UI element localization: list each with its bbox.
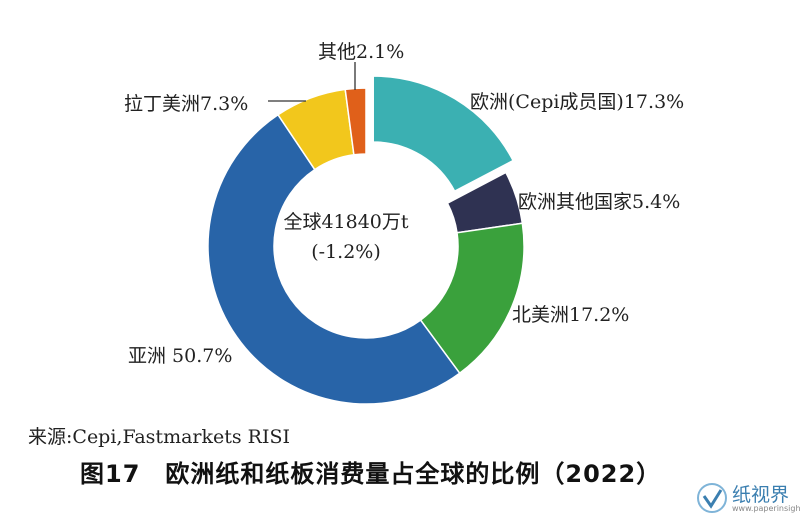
label-other: 其他2.1%: [318, 41, 404, 63]
center-label-change: (-1.2%): [311, 241, 381, 263]
center-label-total: 全球41840万t: [283, 211, 408, 233]
label-europe-other: 欧洲其他国家5.4%: [518, 191, 680, 213]
slice-other: [344, 87, 367, 156]
label-latin-america: 拉丁美洲7.3%: [124, 93, 248, 115]
watermark: 纸视界 www.paperinsight.net: [696, 478, 800, 518]
source-note: 来源:Cepi,Fastmarkets RISI: [28, 426, 291, 448]
slice-asia: [207, 113, 461, 405]
label-europe-cepi: 欧洲(Cepi成员国)17.3%: [470, 91, 684, 113]
figure-title: 图17 欧洲纸和纸板消费量占全球的比例（2022）: [80, 460, 662, 488]
slice-europe-cepi: [372, 75, 515, 193]
watermark-name: 纸视界: [732, 484, 790, 506]
label-north-america: 北美洲17.2%: [512, 304, 629, 326]
watermark-logo-icon: [697, 483, 727, 513]
donut-slices: [207, 75, 525, 405]
leader-lines: [268, 62, 356, 102]
watermark-url: www.paperinsight.net: [732, 504, 800, 513]
label-asia: 亚洲 50.7%: [128, 345, 232, 367]
